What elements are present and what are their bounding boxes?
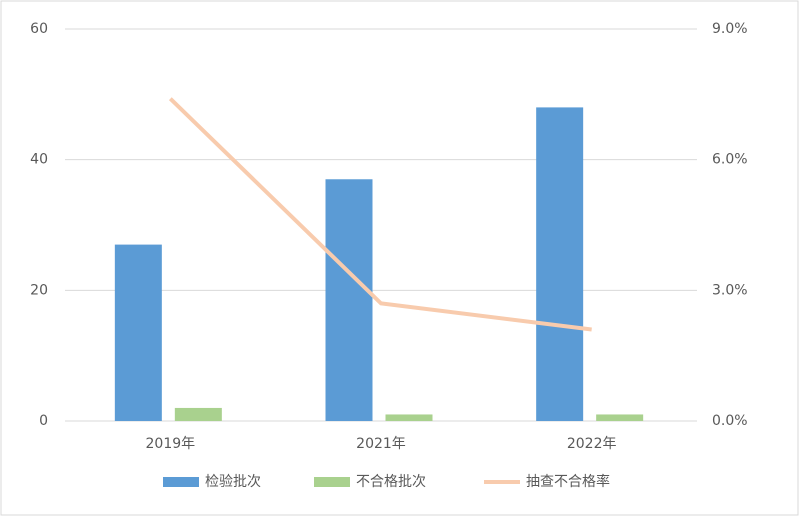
legend-label: 检验批次 bbox=[205, 474, 261, 490]
y2-tick-label: 6.0% bbox=[712, 152, 748, 168]
y2-tick-label: 0.0% bbox=[712, 413, 748, 429]
x-tick-label: 2022年 bbox=[567, 436, 617, 452]
legend-swatch bbox=[163, 477, 199, 487]
bar bbox=[174, 407, 222, 421]
y-tick-label: 60 bbox=[30, 21, 48, 37]
legend-label: 不合格批次 bbox=[356, 474, 426, 490]
y-tick-label: 20 bbox=[30, 282, 48, 298]
bar bbox=[114, 244, 162, 421]
y-tick-label: 40 bbox=[30, 152, 48, 168]
line bbox=[168, 97, 592, 332]
y-tick-label: 0 bbox=[39, 413, 48, 429]
y2-tick-label: 9.0% bbox=[712, 21, 748, 37]
bar bbox=[325, 179, 373, 421]
y2-tick-label: 3.0% bbox=[712, 282, 748, 298]
bar bbox=[385, 414, 433, 421]
x-tick-label: 2019年 bbox=[146, 436, 196, 452]
x-tick-label: 2021年 bbox=[356, 436, 406, 452]
legend-label: 抽查不合格率 bbox=[526, 473, 610, 490]
legend-swatch bbox=[314, 477, 350, 487]
bar bbox=[536, 107, 584, 422]
bar bbox=[596, 414, 644, 421]
